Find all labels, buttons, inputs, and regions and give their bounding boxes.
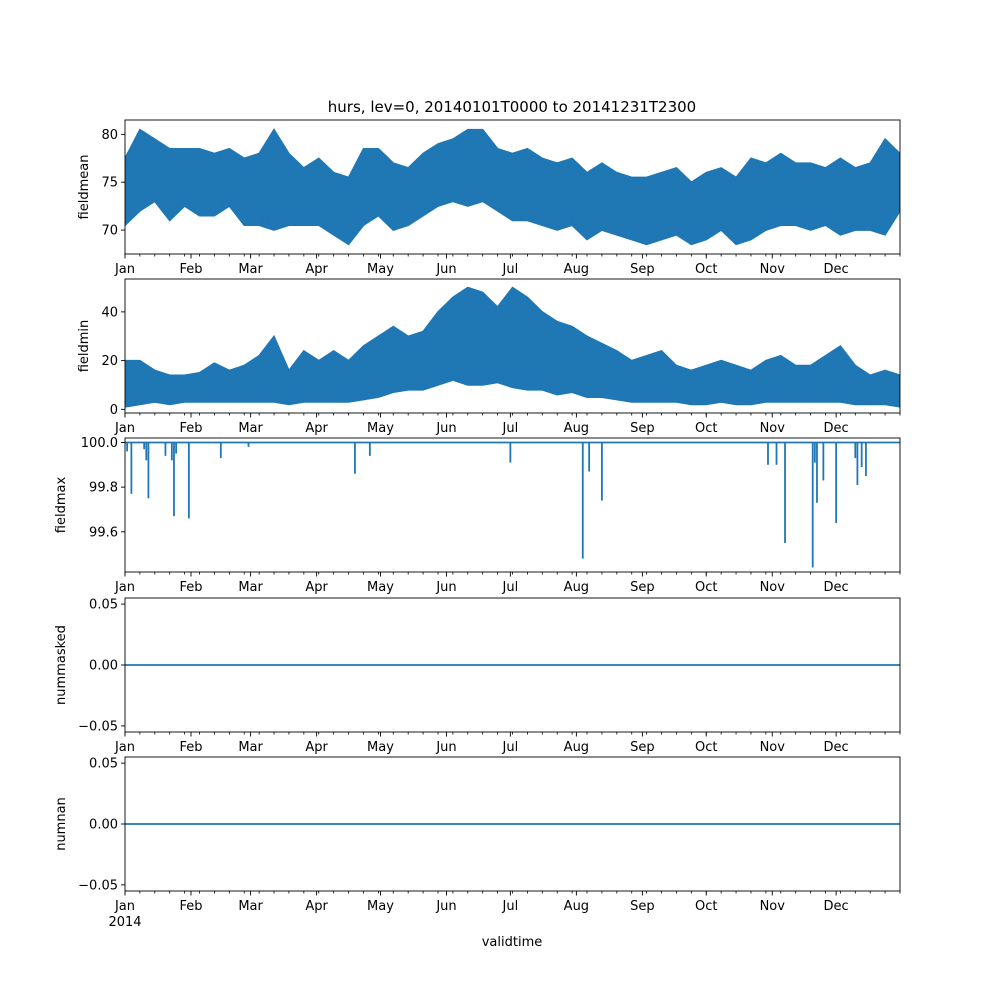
y-tick-label: 99.8: [89, 481, 118, 496]
x-tick-label: Feb: [179, 899, 202, 914]
x-tick-label: Mar: [238, 580, 263, 595]
x-tick-label: Jun: [435, 262, 456, 277]
y-axis-label: fieldmean: [77, 155, 92, 220]
x-tick-label: Dec: [824, 899, 849, 914]
x-tick-label: Apr: [305, 262, 328, 277]
plot-area-fieldmean: [125, 128, 900, 246]
x-tick-label: May: [367, 421, 394, 436]
x-tick-label: Jun: [435, 740, 456, 755]
y-tick-label: −0.05: [78, 878, 118, 893]
x-tick-label: Jun: [435, 899, 456, 914]
x-tick-label: Oct: [695, 262, 717, 277]
y-axis-label: numnan: [54, 797, 69, 851]
y-tick-label: 0: [110, 403, 118, 418]
x-tick-label: Jul: [502, 580, 519, 595]
x-tick-label: Oct: [695, 580, 717, 595]
x-tick-label: Nov: [760, 262, 786, 277]
x-tick-label: Dec: [824, 580, 849, 595]
x-axis-label: validtime: [482, 935, 543, 950]
x-tick-label: Jul: [502, 262, 519, 277]
x-tick-label: Oct: [695, 740, 717, 755]
x-tick-label: Dec: [824, 262, 849, 277]
chart-title: hurs, lev=0, 20140101T0000 to 20141231T2…: [328, 98, 696, 116]
x-tick-label: Feb: [179, 421, 202, 436]
y-tick-label: 100.0: [81, 436, 118, 451]
x-tick-label: Jun: [435, 421, 456, 436]
y-tick-label: 0.00: [89, 818, 118, 833]
x-tick-label: Apr: [305, 899, 328, 914]
x-tick-label: Aug: [564, 899, 589, 914]
y-tick-label: 80: [101, 128, 118, 143]
x-tick-label: Aug: [564, 421, 589, 436]
x-tick-label: Dec: [824, 421, 849, 436]
y-tick-label: −0.05: [78, 719, 118, 734]
x-tick-label: Nov: [760, 580, 786, 595]
year-tick-label: 2014: [108, 915, 141, 930]
y-tick-label: 0.05: [89, 757, 118, 772]
series-line: [125, 288, 900, 406]
panel-fieldmin: 0 20 40 fieldmin Jan Feb Mar Apr May Jun Jul Aug Sep…: [77, 278, 901, 436]
x-tick-label: Sep: [630, 580, 655, 595]
x-tick-label: Apr: [305, 740, 328, 755]
y-axis-label: fieldmax: [54, 477, 69, 534]
panel-nummasked: −0.05 0.00 0.05 nummasked Jan Feb Mar Apr May Jun…: [54, 597, 901, 755]
x-tick-label: Mar: [238, 262, 263, 277]
x-tick-label: Jul: [502, 421, 519, 436]
x-tick-label: Mar: [238, 899, 263, 914]
x-tick-label: Oct: [695, 899, 717, 914]
x-tick-label: Jan: [114, 740, 135, 755]
x-tick-label: Apr: [305, 580, 328, 595]
y-axis-label: nummasked: [54, 625, 69, 705]
x-tick-label: Aug: [564, 740, 589, 755]
x-tick-label: Apr: [305, 421, 328, 436]
y-tick-label: 20: [101, 354, 118, 369]
series-line: [125, 130, 900, 244]
x-tick-label: Jun: [435, 580, 456, 595]
x-tick-label: Feb: [179, 262, 202, 277]
x-tick-label: Jan: [114, 899, 135, 914]
panel-numnan: −0.05 0.00 0.05 numnan Jan Feb Mar Apr May Jun Jul…: [54, 756, 901, 914]
x-tick-label: Sep: [630, 740, 655, 755]
x-tick-label: May: [367, 262, 394, 277]
x-tick-label: Jul: [502, 899, 519, 914]
axes-frame: [124, 437, 901, 573]
panel-fieldmax: 99.6 99.8 100.0 fieldmax Jan Feb Mar Apr May Jun J…: [54, 436, 901, 595]
plot-area-fieldmax: [125, 441, 900, 568]
x-tick-label: Jan: [114, 262, 135, 277]
x-tick-label: Aug: [564, 580, 589, 595]
x-tick-label: Nov: [760, 421, 786, 436]
x-tick-label: Aug: [564, 262, 589, 277]
y-tick-label: 0.05: [89, 598, 118, 613]
x-tick-label: Dec: [824, 740, 849, 755]
x-tick-label: Nov: [760, 740, 786, 755]
y-tick-label: 0.00: [89, 659, 118, 674]
y-axis-label: fieldmin: [77, 320, 92, 373]
x-tick-label: Jul: [502, 740, 519, 755]
y-tick-label: 99.6: [89, 525, 118, 540]
x-tick-label: Jan: [114, 580, 135, 595]
x-tick-label: Oct: [695, 421, 717, 436]
x-tick-label: Jan: [114, 421, 135, 436]
x-tick-label: Feb: [179, 740, 202, 755]
x-tick-label: May: [367, 899, 394, 914]
y-tick-label: 40: [101, 305, 118, 320]
plot-area-fieldmin: [125, 286, 900, 408]
panel-fieldmean: 70 75 80 fieldmean Jan Feb Mar Apr May Jun Jul Aug S…: [77, 119, 901, 277]
x-tick-label: Sep: [630, 421, 655, 436]
x-tick-label: May: [367, 580, 394, 595]
x-tick-label: Nov: [760, 899, 786, 914]
x-tick-label: Sep: [630, 899, 655, 914]
x-tick-label: May: [367, 740, 394, 755]
x-tick-label: Sep: [630, 262, 655, 277]
x-tick-label: Mar: [238, 740, 263, 755]
x-tick-label: Feb: [179, 580, 202, 595]
y-tick-label: 70: [101, 224, 118, 239]
x-tick-label: Mar: [238, 421, 263, 436]
y-tick-label: 75: [101, 176, 118, 191]
